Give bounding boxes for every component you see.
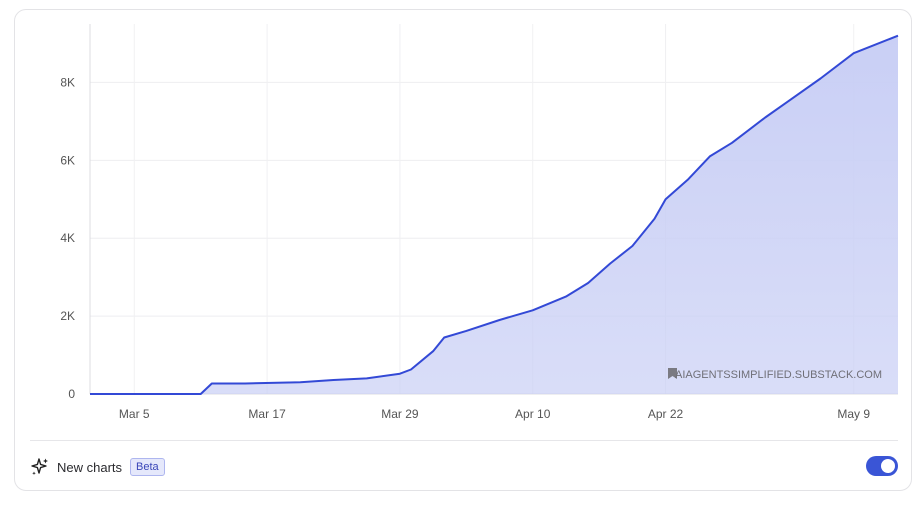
toggle-knob — [881, 459, 895, 473]
watermark-text: AIAGENTSSIMPLIFIED.SUBSTACK.COM — [675, 369, 882, 381]
y-tick-label: 4K — [60, 231, 75, 245]
footer: New charts Beta — [30, 456, 898, 478]
bookmark-icon — [668, 368, 677, 379]
y-tick-label: 6K — [60, 153, 75, 167]
y-tick-label: 8K — [60, 75, 75, 89]
x-axis: Mar 5 Mar 17 Mar 29 Apr 10 Apr 22 May 9 — [119, 407, 870, 421]
x-tick-label: May 9 — [837, 407, 870, 421]
beta-badge: Beta — [130, 458, 165, 476]
watermark: AIAGENTSSIMPLIFIED.SUBSTACK.COM — [668, 368, 882, 381]
new-charts-label: New charts — [57, 459, 123, 475]
x-tick-label: Mar 5 — [119, 407, 150, 421]
series-area — [90, 34, 899, 395]
sparkle-icon — [31, 458, 48, 475]
x-tick-label: Apr 22 — [648, 407, 684, 421]
x-tick-label: Mar 17 — [248, 407, 286, 421]
x-tick-label: Apr 10 — [515, 407, 551, 421]
x-tick-label: Mar 29 — [381, 407, 419, 421]
y-axis: 0 2K 4K 6K 8K — [60, 75, 75, 401]
new-charts-toggle[interactable] — [866, 456, 898, 476]
y-tick-label: 0 — [68, 387, 75, 401]
y-tick-label: 2K — [60, 309, 75, 323]
footer-divider — [30, 440, 898, 441]
area-fill — [90, 35, 898, 394]
series-line — [90, 34, 899, 395]
